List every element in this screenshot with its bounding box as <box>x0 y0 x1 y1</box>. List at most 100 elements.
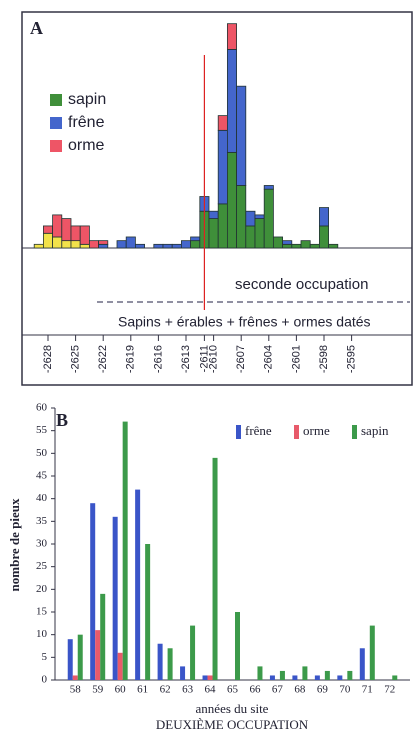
bar-segment <box>79 225 90 245</box>
y-tick-label: 35 <box>36 515 48 527</box>
bar <box>292 675 298 680</box>
bar <box>324 670 330 680</box>
bar-segment <box>208 218 219 249</box>
bar <box>157 643 163 680</box>
bar-segment <box>217 115 228 131</box>
x-tick-label: -2619 <box>125 345 137 373</box>
bar-segment <box>245 225 256 249</box>
y-tick-label: 5 <box>42 651 48 663</box>
x-tick-label: 64 <box>205 684 217 696</box>
bar-segment <box>263 185 274 190</box>
x-tick-label: -2613 <box>180 345 192 373</box>
bar <box>112 516 118 680</box>
bar <box>359 648 365 680</box>
bar-segment <box>52 214 63 238</box>
x-tick-label: 66 <box>249 684 261 696</box>
bar-segment <box>125 236 136 249</box>
x-tick-label: 72 <box>384 684 395 696</box>
annotation: Sapins + érables + frênes + ormes datés <box>118 314 371 330</box>
bar-segment <box>263 188 274 249</box>
bar-segment <box>282 243 293 249</box>
bar-segment <box>98 243 109 249</box>
bar-segment <box>236 85 247 186</box>
bar <box>180 666 186 680</box>
bar <box>135 489 141 680</box>
x-tick-label: -2604 <box>263 345 275 373</box>
y-tick-label: 55 <box>36 424 48 436</box>
bar <box>302 666 308 680</box>
bar-segment <box>226 151 237 249</box>
x-tick-label: -2607 <box>235 345 247 373</box>
bar-segment <box>162 243 173 249</box>
legend-swatch <box>236 425 241 439</box>
bar-segment <box>208 210 219 219</box>
x-tick-label: 68 <box>294 684 306 696</box>
bar <box>72 675 78 680</box>
x-tick-label: 65 <box>227 684 239 696</box>
y-tick-label: 60 <box>36 402 48 414</box>
y-tick-label: 30 <box>36 538 48 550</box>
bar-segment <box>190 236 201 242</box>
panel-frame <box>21 11 413 386</box>
bar-segment <box>70 225 81 242</box>
legend-label: frêne <box>68 114 105 131</box>
bar <box>122 421 128 680</box>
bar <box>95 630 101 680</box>
bar <box>67 639 73 680</box>
x-tick-label: -2610 <box>208 345 220 373</box>
bar-segment <box>309 243 320 249</box>
x-tick-label: 59 <box>92 684 104 696</box>
bar-segment <box>70 240 81 249</box>
x-tick-label: 69 <box>317 684 329 696</box>
bar <box>117 652 123 680</box>
bar-segment <box>89 240 100 249</box>
bar <box>337 675 343 680</box>
bar <box>100 593 106 680</box>
bar-segment <box>52 236 63 249</box>
panel-label: A <box>30 18 43 38</box>
bar-segment <box>134 243 145 249</box>
bar-segment <box>217 129 228 205</box>
bar-segment <box>272 236 283 249</box>
bar-segment <box>116 240 127 249</box>
x-tick-label: 60 <box>115 684 127 696</box>
legend-swatch <box>50 117 62 129</box>
x-tick-label: 62 <box>160 684 171 696</box>
x-tick-label: -2595 <box>346 345 358 373</box>
bar-segment <box>98 240 109 245</box>
bar-segment <box>318 207 329 227</box>
bar-segment <box>300 240 311 249</box>
legend-swatch <box>50 140 62 152</box>
legend-swatch <box>294 425 299 439</box>
x-tick-label: 70 <box>339 684 351 696</box>
legend-label: sapin <box>68 91 106 108</box>
y-tick-label: 10 <box>36 628 48 640</box>
bar-segment <box>226 49 237 153</box>
bar <box>257 666 263 680</box>
bar-segment <box>236 185 247 249</box>
bar <box>212 457 218 680</box>
bar-segment <box>33 243 44 249</box>
y-tick-label: 20 <box>36 583 48 595</box>
y-tick-label: 40 <box>36 492 48 504</box>
legend-label: orme <box>68 137 105 154</box>
bar <box>392 675 398 680</box>
bar-segment <box>318 225 329 249</box>
x-tick-label: -2598 <box>318 345 330 373</box>
x-tick-label: 63 <box>182 684 194 696</box>
bar-segment <box>190 240 201 249</box>
bar-segment <box>153 243 164 249</box>
bar <box>90 503 96 680</box>
bar <box>347 670 353 680</box>
x-tick-label: -2628 <box>42 345 54 373</box>
bar <box>202 675 208 680</box>
legend-label: frêne <box>245 423 272 438</box>
bar-segment <box>245 210 256 227</box>
bar <box>207 675 213 680</box>
bar <box>190 625 196 680</box>
bar-segment <box>171 243 182 249</box>
x-tick-label: -2601 <box>290 345 302 373</box>
bar-segment <box>180 240 191 249</box>
bar <box>167 648 173 680</box>
